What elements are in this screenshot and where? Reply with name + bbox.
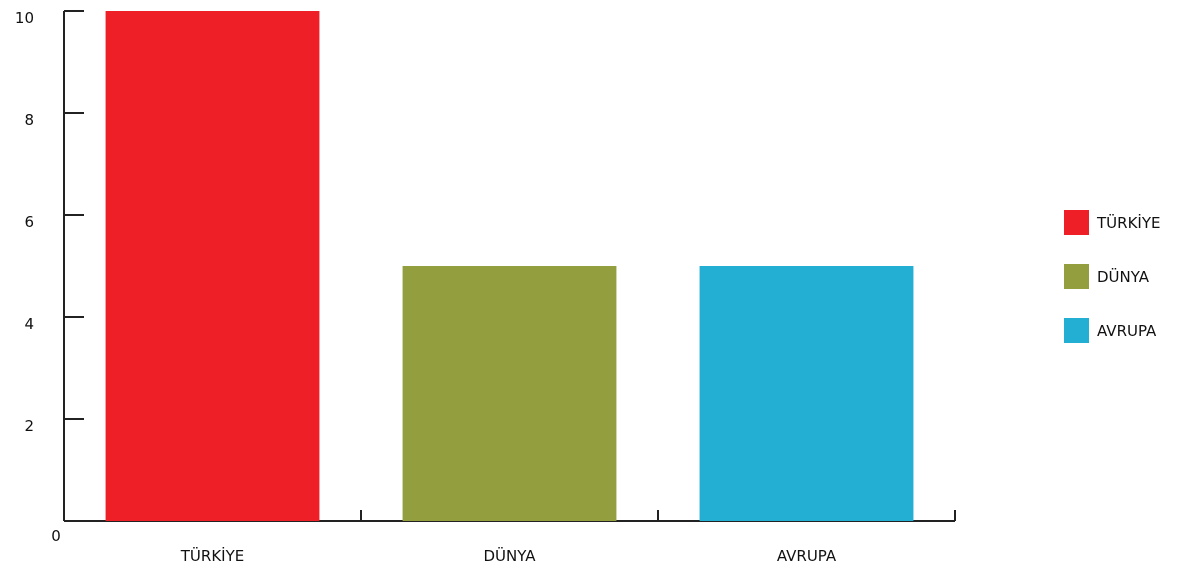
legend-label: DÜNYA (1097, 267, 1150, 286)
y-tick-label: 4 (24, 315, 34, 333)
x-category-label: DÜNYA (483, 546, 536, 565)
y-axis: 0 2 4 6 8 10 (15, 9, 84, 545)
legend-label: TÜRKİYE (1096, 213, 1160, 232)
x-category-label: TÜRKİYE (180, 546, 244, 565)
bars (105, 11, 914, 521)
legend-label: AVRUPA (1097, 322, 1157, 340)
bar-2 (402, 266, 617, 521)
y-tick-label: 6 (24, 213, 34, 231)
legend-swatch (1064, 318, 1089, 343)
bar-3 (699, 266, 914, 521)
y-tick-label: 0 (51, 527, 61, 545)
y-tick-label: 10 (15, 9, 34, 27)
bar-1 (105, 11, 320, 521)
legend-swatch (1064, 264, 1089, 289)
x-category-label: AVRUPA (777, 547, 837, 565)
y-tick-label: 2 (24, 417, 34, 435)
legend-swatch (1064, 210, 1089, 235)
legend: TÜRKİYE DÜNYA AVRUPA (1064, 210, 1160, 343)
y-tick-label: 8 (24, 111, 34, 129)
